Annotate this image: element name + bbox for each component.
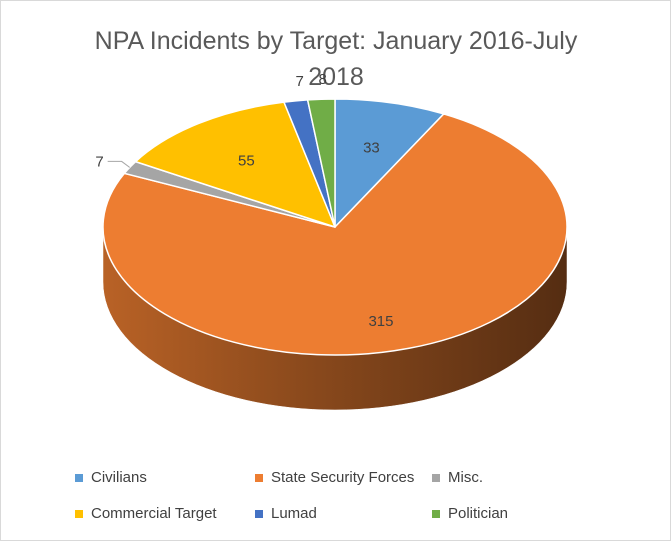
data-label-lumad: 7 bbox=[295, 73, 303, 90]
data-label-politician: 8 bbox=[318, 71, 326, 88]
pie-slice-civilians bbox=[334, 98, 445, 228]
pie-slice-state-security-forces bbox=[102, 113, 568, 356]
data-label-civilians: 33 bbox=[363, 139, 380, 156]
chart-title-line-1: NPA Incidents by Target: January 2016-Ju… bbox=[94, 27, 578, 55]
leader-line-misc bbox=[107, 160, 130, 168]
pie-slice-commercial-target bbox=[134, 101, 336, 228]
pie-slice-politician bbox=[306, 98, 336, 228]
chart-title: NPA Incidents by Target: January 2016-Ju… bbox=[61, 23, 611, 95]
chart-title-line-2: 2018 bbox=[308, 63, 364, 91]
data-label-misc: 7 bbox=[95, 153, 103, 170]
data-label-state-security-forces: 315 bbox=[368, 313, 393, 330]
data-label-commercial-target: 55 bbox=[238, 153, 255, 170]
